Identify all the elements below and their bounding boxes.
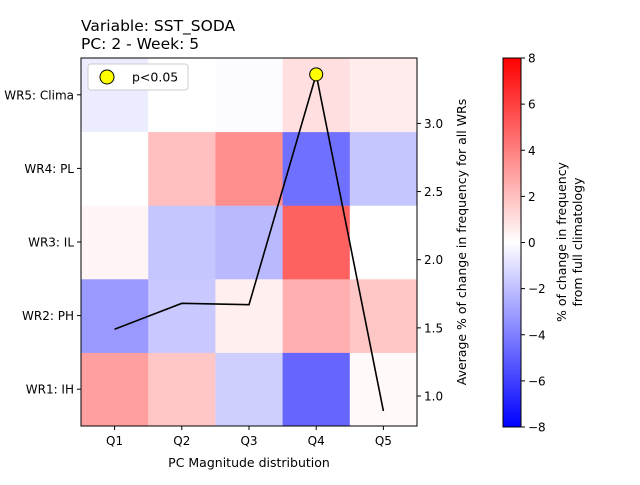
x-tick-label: Q3 bbox=[240, 434, 257, 448]
heatmap-cell bbox=[81, 205, 149, 280]
heatmap-cell bbox=[349, 131, 418, 206]
x-axis-label: PC Magnitude distribution bbox=[168, 455, 330, 470]
significance-marker bbox=[309, 67, 324, 82]
legend-marker bbox=[99, 69, 115, 85]
heatmap-cell bbox=[349, 58, 418, 133]
heatmap-cell bbox=[349, 278, 418, 353]
x-tick-label: Q5 bbox=[375, 434, 392, 448]
colorbar-tick-label: −8 bbox=[528, 421, 546, 435]
chart-title-line1: Variable: SST_SODA bbox=[81, 17, 236, 36]
significance-markers bbox=[309, 67, 324, 82]
colorbar-tick-label: 4 bbox=[528, 144, 536, 158]
heatmap-cell bbox=[81, 131, 149, 206]
heatmap-cell bbox=[148, 352, 216, 427]
legend: p<0.05 bbox=[87, 63, 189, 91]
colorbar-tick-label: 8 bbox=[528, 52, 536, 66]
heatmap-cell bbox=[215, 278, 284, 353]
heatmap-cell bbox=[215, 205, 284, 280]
colorbar-label-line2: from full climatology bbox=[570, 177, 585, 307]
colorbar-tick-label: −2 bbox=[528, 282, 546, 296]
average-line bbox=[114, 74, 385, 412]
heatmap-cell bbox=[148, 278, 216, 353]
plot-frame bbox=[80, 57, 418, 427]
y-tick-label: WR3: IL bbox=[28, 236, 74, 250]
heatmap-cell bbox=[282, 278, 351, 353]
heatmap-cell bbox=[81, 352, 149, 427]
y-axis: WR1: IH WR2: PH WR3: IL WR4: PL WR5: Clima bbox=[4, 88, 81, 397]
heatmap-cell bbox=[349, 205, 418, 280]
y-tick-label: WR4: PL bbox=[24, 162, 74, 176]
y-tick-label: WR1: IH bbox=[26, 383, 74, 397]
heatmap-cells bbox=[81, 58, 418, 427]
heatmap-cell bbox=[148, 205, 216, 280]
right-y-tick-label: 3.0 bbox=[424, 117, 443, 131]
colorbar-tick-label: 0 bbox=[528, 236, 536, 250]
right-y-tick-label: 2.5 bbox=[424, 185, 443, 199]
heatmap-cell bbox=[215, 131, 284, 206]
heatmap-cell bbox=[215, 58, 284, 133]
colorbar-label-line1: % of change in frequency bbox=[554, 161, 569, 322]
x-tick-label: Q2 bbox=[173, 434, 190, 448]
right-y-axis: 1.0 1.5 2.0 2.5 3.0 bbox=[417, 117, 443, 404]
colorbar-tick-label: 2 bbox=[528, 190, 536, 204]
x-tick-label: Q1 bbox=[106, 434, 123, 448]
x-axis: Q1 Q2 Q3 Q4 Q5 bbox=[106, 426, 392, 448]
right-y-tick-label: 1.0 bbox=[424, 390, 443, 404]
heatmap-cell bbox=[215, 352, 284, 427]
heatmap-cell bbox=[282, 352, 351, 427]
average-line-path bbox=[114, 74, 385, 412]
right-y-tick-label: 1.5 bbox=[424, 321, 443, 335]
colorbar-ticks: 8 6 4 2 0 −2 −4 −6 −8 bbox=[521, 52, 546, 435]
colorbar-tick-label: 6 bbox=[528, 98, 536, 112]
colorbar bbox=[502, 57, 522, 428]
heatmap-cell bbox=[282, 205, 351, 280]
right-y-axis-label: Average % of change in frequency for all… bbox=[454, 99, 469, 386]
heatmap-cell bbox=[282, 131, 351, 206]
y-tick-label: WR2: PH bbox=[22, 309, 74, 323]
legend-box bbox=[87, 63, 189, 91]
x-tick-label: Q4 bbox=[308, 434, 325, 448]
colorbar-tick-label: −4 bbox=[528, 328, 546, 342]
heatmap-cell bbox=[148, 131, 216, 206]
chart-title-line2: PC: 2 - Week: 5 bbox=[81, 35, 199, 53]
heatmap-cell bbox=[81, 278, 149, 353]
right-y-tick-label: 2.0 bbox=[424, 253, 443, 267]
heatmap-cell bbox=[349, 352, 418, 427]
y-tick-label: WR5: Clima bbox=[4, 88, 74, 102]
legend-label: p<0.05 bbox=[132, 70, 178, 85]
colorbar-tick-label: −6 bbox=[528, 374, 546, 388]
